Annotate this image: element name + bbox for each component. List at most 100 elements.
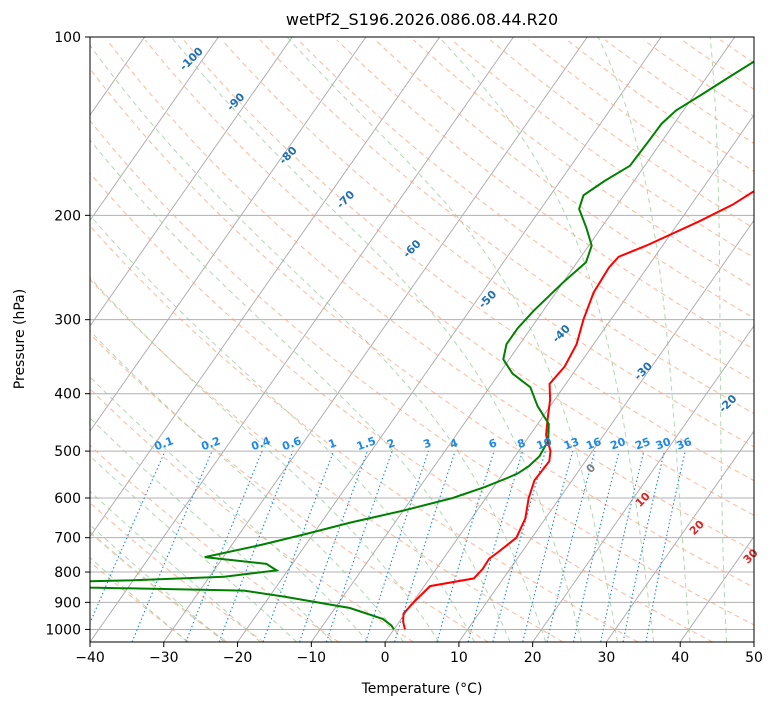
y-tick-label: 500 — [54, 444, 81, 460]
dry-adiabat-line — [106, 39, 754, 552]
isotherm-line — [163, 37, 588, 642]
dry-adiabat-line — [183, 39, 754, 482]
mixing-ratio-line — [90, 450, 166, 625]
x-tick-label: 0 — [381, 650, 390, 666]
moist-adiabat-label: 0 — [584, 461, 599, 476]
mixing-ratio-label: 3 — [421, 436, 433, 451]
moist-adiabat-line — [438, 37, 655, 642]
y-tick-label: 900 — [54, 595, 81, 611]
line-labels: 0.1 0.2 0.4 0.6 1 1.5 2 3 4 6 8 10 13 16 20 25 30 36-100-… — [152, 44, 761, 566]
dry-adiabat-line — [90, 561, 190, 642]
mixing-ratio-line — [546, 450, 596, 642]
temperature-line — [402, 190, 754, 630]
mixing-ratio-label: 6 — [487, 436, 499, 451]
mixing-ratio-label: 10 — [535, 435, 554, 453]
mixing-ratio-label: 13 — [562, 435, 581, 452]
dry-adiabat-line — [681, 39, 754, 90]
dry-adiabat-line — [90, 119, 754, 626]
isotherm-line — [753, 641, 754, 642]
moist-adiabat-line — [90, 490, 261, 642]
moist-adiabat-line — [90, 139, 511, 642]
mixing-ratio-line — [394, 450, 456, 642]
x-tick-label: 20 — [524, 650, 542, 666]
mixing-ratio-line — [436, 450, 495, 642]
dry-adiabat-label: -40 — [550, 322, 573, 345]
mixing-ratio-label: 0.2 — [199, 434, 222, 453]
mixing-ratio-label: 0.1 — [152, 434, 175, 453]
dry-adiabat-label: -90 — [224, 90, 247, 113]
mixing-ratio-line — [185, 450, 263, 642]
background-lines — [0, 37, 775, 642]
moist-adiabat-line — [597, 37, 691, 642]
x-tick-label: −40 — [75, 650, 105, 666]
mixing-ratio-line — [600, 450, 645, 642]
dry-adiabat-line — [90, 278, 564, 642]
dry-adiabat-line — [298, 39, 754, 382]
plot-frame — [89, 36, 755, 643]
mixing-ratio-label: 36 — [675, 435, 694, 453]
dry-adiabat-line — [90, 68, 754, 588]
isotherm-line — [90, 37, 367, 433]
mixing-ratio-label: 8 — [516, 436, 528, 451]
dry-adiabat-label: -80 — [277, 144, 300, 167]
isotherm-line — [90, 37, 219, 222]
mixing-ratio-label: 25 — [633, 435, 652, 452]
mixing-ratio-line — [492, 450, 546, 642]
x-tick-label: −30 — [149, 650, 179, 666]
y-tick-label: 800 — [54, 565, 81, 581]
moist-adiabat-line — [90, 376, 369, 642]
mixing-ratio-line — [622, 450, 665, 642]
isotherm-line — [0, 37, 71, 642]
dry-adiabat-line — [374, 39, 754, 319]
moist-adiabat-line — [90, 330, 404, 642]
ice-saturation-line — [90, 530, 227, 642]
moist-adiabat-line — [90, 214, 475, 642]
mixing-ratio-line — [325, 450, 393, 642]
dry-adiabat-label: -60 — [400, 237, 423, 260]
axes: −40 −30 −20 −10 0 10 20 30 40 5010020030040050060… — [45, 30, 763, 666]
x-tick-label: 50 — [745, 650, 763, 666]
dry-adiabat-line — [336, 39, 754, 350]
mixing-ratio-label: 4 — [448, 436, 460, 451]
dry-adiabat-line — [144, 39, 754, 516]
x-tick-label: 30 — [598, 650, 616, 666]
mixing-ratio-label: 0.4 — [249, 434, 272, 453]
dry-adiabat-line — [259, 39, 754, 415]
dry-adiabat-line — [90, 502, 265, 642]
mixing-ratio-label: 2 — [385, 436, 397, 451]
dry-adiabat-line — [489, 39, 754, 230]
moist-adiabat-line — [90, 556, 188, 642]
moist-adiabat-label: 30 — [741, 546, 761, 566]
dry-adiabat-line — [90, 225, 639, 642]
x-axis-label: Temperature (°C) — [361, 681, 483, 697]
mixing-ratio-line — [467, 450, 524, 642]
x-tick-label: −20 — [223, 650, 253, 666]
y-tick-label: 600 — [54, 491, 81, 507]
moist-adiabat-label: 10 — [633, 490, 653, 510]
mixing-ratio-line — [218, 450, 294, 642]
y-tick-label: 1000 — [45, 622, 81, 638]
isotherm-line — [679, 535, 754, 642]
moist-adiabat-line — [286, 37, 618, 642]
isotherm-line — [605, 430, 754, 642]
profile-lines — [90, 60, 754, 630]
moist-adiabat-line — [762, 37, 775, 642]
dry-adiabat-label: -70 — [334, 188, 357, 211]
dry-adiabat-line — [90, 444, 339, 642]
mixing-ratio-label: 30 — [654, 435, 673, 453]
dry-adiabat-line — [451, 39, 754, 259]
y-tick-label: 700 — [54, 531, 81, 547]
mixing-ratio-label: 16 — [584, 435, 603, 453]
y-tick-label: 300 — [54, 313, 81, 329]
mixing-ratio-line — [365, 450, 430, 642]
moist-adiabat-line — [90, 524, 225, 642]
isotherm-line — [90, 37, 514, 642]
mixing-ratio-line — [299, 450, 368, 642]
dewpoint-line — [90, 60, 754, 630]
mixing-ratio-line — [522, 450, 574, 642]
moist-adiabat-line — [90, 455, 297, 642]
isotherm-line — [384, 114, 754, 642]
y-tick-label: 100 — [54, 30, 81, 46]
isotherm-line — [237, 37, 662, 642]
